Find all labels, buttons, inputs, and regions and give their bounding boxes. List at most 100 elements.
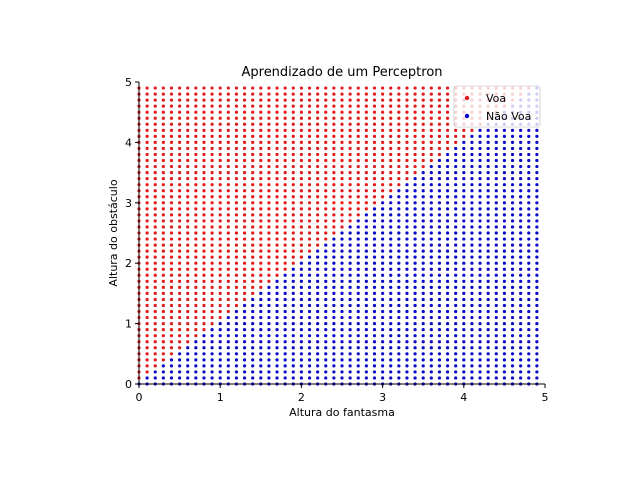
point-voa (169, 98, 174, 102)
point-nao-voa (527, 146, 531, 151)
point-nao-voa (462, 243, 466, 247)
point-voa (210, 285, 214, 289)
point-nao-voa (397, 231, 401, 235)
point-nao-voa (535, 370, 539, 374)
point-voa (307, 195, 312, 199)
point-nao-voa (397, 279, 401, 283)
point-voa (413, 152, 417, 157)
point-voa (340, 189, 344, 193)
point-nao-voa (437, 255, 442, 259)
point-voa (202, 189, 206, 193)
point-voa (145, 183, 149, 187)
point-nao-voa (470, 322, 474, 326)
point-nao-voa (462, 315, 466, 320)
point-nao-voa (186, 370, 190, 374)
point-nao-voa (494, 279, 498, 283)
point-nao-voa (502, 243, 506, 247)
point-voa (324, 237, 328, 241)
point-nao-voa (527, 346, 531, 350)
point-voa (437, 128, 442, 132)
point-nao-voa (332, 352, 336, 356)
point-voa (169, 352, 174, 356)
point-nao-voa (478, 358, 482, 362)
point-nao-voa (316, 291, 320, 295)
point-nao-voa (299, 273, 303, 277)
point-nao-voa (340, 279, 344, 283)
point-nao-voa (210, 358, 214, 362)
point-voa (210, 309, 214, 314)
point-nao-voa (519, 201, 523, 205)
point-voa (275, 158, 279, 163)
point-nao-voa (494, 231, 498, 235)
point-nao-voa (445, 213, 450, 217)
point-voa (307, 225, 312, 229)
point-voa (145, 370, 149, 374)
point-nao-voa (332, 237, 336, 241)
point-nao-voa (510, 189, 515, 193)
point-nao-voa (486, 164, 490, 169)
point-nao-voa (299, 267, 303, 271)
point-nao-voa (267, 309, 271, 314)
point-nao-voa (307, 346, 312, 350)
point-nao-voa (218, 364, 222, 368)
point-nao-voa (527, 158, 531, 163)
point-voa (210, 249, 214, 253)
point-nao-voa (421, 328, 425, 332)
point-nao-voa (202, 340, 206, 344)
point-voa (340, 140, 344, 144)
point-voa (291, 231, 295, 235)
point-nao-voa (372, 219, 377, 223)
point-voa (202, 183, 206, 187)
point-voa (381, 110, 385, 114)
point-nao-voa (519, 309, 523, 314)
point-voa (218, 189, 222, 193)
point-nao-voa (527, 322, 531, 326)
point-voa (153, 279, 157, 283)
point-nao-voa (332, 346, 336, 350)
point-nao-voa (535, 376, 539, 380)
point-voa (218, 128, 222, 132)
point-voa (218, 279, 222, 283)
point-nao-voa (519, 183, 523, 187)
point-nao-voa (535, 358, 539, 362)
point-nao-voa (462, 177, 466, 181)
point-voa (202, 98, 206, 102)
point-nao-voa (226, 352, 230, 356)
point-nao-voa (421, 285, 425, 289)
point-nao-voa (291, 352, 295, 356)
point-voa (316, 195, 320, 199)
point-nao-voa (405, 225, 409, 229)
point-voa (340, 110, 344, 114)
point-voa (316, 116, 320, 120)
point-voa (348, 134, 352, 138)
point-voa (202, 297, 206, 302)
point-nao-voa (348, 322, 352, 326)
point-nao-voa (437, 346, 442, 350)
point-voa (234, 128, 239, 132)
point-nao-voa (462, 219, 466, 223)
point-voa (381, 104, 385, 108)
point-nao-voa (421, 183, 425, 187)
point-voa (210, 189, 214, 193)
point-voa (145, 201, 149, 205)
point-voa (194, 231, 198, 235)
point-voa (226, 183, 230, 187)
point-nao-voa (340, 249, 344, 253)
y-axis-label: Altura do obstáculo (107, 179, 120, 286)
point-voa (283, 213, 287, 217)
point-nao-voa (535, 328, 539, 332)
point-nao-voa (234, 358, 239, 362)
point-voa (153, 158, 157, 163)
point-nao-voa (332, 309, 336, 314)
legend-label-nao-voa: Não Voa (486, 110, 531, 123)
point-nao-voa (535, 213, 539, 217)
point-voa (218, 261, 222, 265)
point-nao-voa (494, 315, 498, 320)
point-nao-voa (510, 267, 515, 271)
point-nao-voa (389, 225, 393, 229)
point-nao-voa (348, 303, 352, 308)
point-voa (299, 116, 303, 120)
point-voa (397, 164, 401, 169)
point-voa (226, 177, 230, 181)
point-voa (194, 146, 198, 151)
